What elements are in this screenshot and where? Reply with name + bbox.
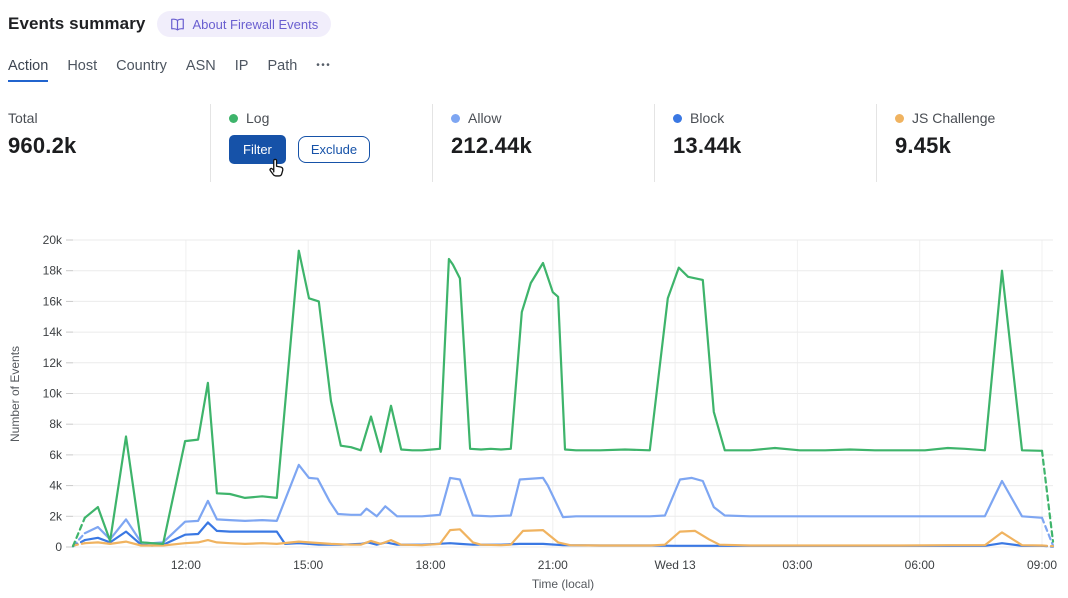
- stat-allow-value: 212.44k: [451, 133, 532, 158]
- series-js_challenge: [71, 528, 1055, 548]
- allow-legend-dot: [451, 113, 460, 123]
- stat-js-challenge-label-row: JS Challenge: [895, 110, 995, 126]
- y-tick-label: 6k: [49, 448, 63, 462]
- x-axis-title: Time (local): [532, 577, 594, 591]
- y-tick-label: 18k: [43, 264, 63, 278]
- stat-log-label-row: Log: [229, 110, 432, 126]
- stat-js-challenge[interactable]: JS Challenge 9.45k: [876, 104, 995, 182]
- series-log: [71, 249, 1055, 548]
- stat-js-challenge-value: 9.45k: [895, 133, 952, 158]
- stat-total-label: Total: [8, 110, 38, 126]
- stat-block-value: 13.44k: [673, 133, 742, 158]
- x-tick-label: 12:00: [171, 558, 201, 572]
- stat-allow-label: Allow: [468, 110, 502, 126]
- y-axis-title: Number of Events: [8, 346, 22, 442]
- tab-asn[interactable]: ASN: [185, 58, 216, 74]
- y-tick-label: 12k: [43, 356, 63, 370]
- tab-path[interactable]: Path: [267, 58, 298, 74]
- events-time-series-chart: 0 2k 4k 6k 8k 10k 12k 14k 16k 18k 20k 12:00 15:00 18:…: [0, 228, 1068, 598]
- tab-ip[interactable]: IP: [234, 58, 249, 74]
- book-icon: [171, 18, 185, 30]
- js-challenge-legend-dot: [895, 113, 904, 123]
- stat-log[interactable]: Log Filter Exclude: [210, 104, 432, 182]
- stat-log-label: Log: [246, 110, 270, 126]
- x-tick-label: 09:00: [1027, 558, 1057, 572]
- x-tick-label: 06:00: [905, 558, 935, 572]
- y-tick-label: 4k: [49, 479, 63, 493]
- tab-bar: Action Host Country ASN IP Path •••: [8, 58, 350, 82]
- stats-row: Total 960.2k Log Filter Exclude Allow 21…: [8, 104, 1068, 182]
- x-tick-label: Wed 13: [655, 558, 696, 572]
- about-firewall-events-link[interactable]: About Firewall Events: [157, 11, 332, 37]
- y-tick-label: 20k: [43, 233, 63, 247]
- tab-more-ellipsis[interactable]: •••: [316, 60, 332, 71]
- tab-host[interactable]: Host: [67, 58, 98, 74]
- x-tick-label: 03:00: [782, 558, 812, 572]
- exclude-button[interactable]: Exclude: [297, 136, 371, 163]
- y-tick-label: 16k: [43, 294, 63, 308]
- stat-total-label-row: Total: [8, 110, 210, 126]
- x-tick-label: 21:00: [538, 558, 568, 572]
- stat-block-label: Block: [690, 110, 725, 126]
- block-legend-dot: [673, 113, 682, 123]
- filter-button[interactable]: Filter: [229, 135, 286, 164]
- header: Events summary About Firewall Events: [8, 11, 332, 37]
- page-title: Events summary: [8, 14, 146, 33]
- y-tick-label: 10k: [43, 387, 63, 401]
- y-tick-label: 2k: [49, 509, 63, 523]
- stat-total-value: 960.2k: [8, 133, 77, 158]
- x-tick-label: 15:00: [293, 558, 323, 572]
- stat-block[interactable]: Block 13.44k: [654, 104, 876, 182]
- about-firewall-events-label: About Firewall Events: [192, 16, 319, 32]
- stat-total: Total 960.2k: [8, 104, 210, 182]
- tab-country[interactable]: Country: [116, 58, 167, 74]
- x-tick-labels: 12:00 15:00 18:00 21:00 Wed 13 03:00 06:00 09:0…: [171, 558, 1057, 572]
- tab-action[interactable]: Action: [8, 58, 49, 82]
- y-tick-label: 8k: [49, 417, 63, 431]
- y-tick-label: 0: [55, 540, 62, 554]
- stat-js-challenge-label: JS Challenge: [912, 110, 996, 126]
- stat-allow-label-row: Allow: [451, 110, 654, 126]
- stat-allow[interactable]: Allow 212.44k: [432, 104, 654, 182]
- x-tick-label: 18:00: [415, 558, 445, 572]
- log-legend-dot: [229, 113, 238, 123]
- log-hover-actions: Filter Exclude: [229, 135, 432, 164]
- chart-plot-area[interactable]: [73, 240, 1053, 547]
- stat-block-label-row: Block: [673, 110, 876, 126]
- y-tick-label: 14k: [43, 325, 63, 339]
